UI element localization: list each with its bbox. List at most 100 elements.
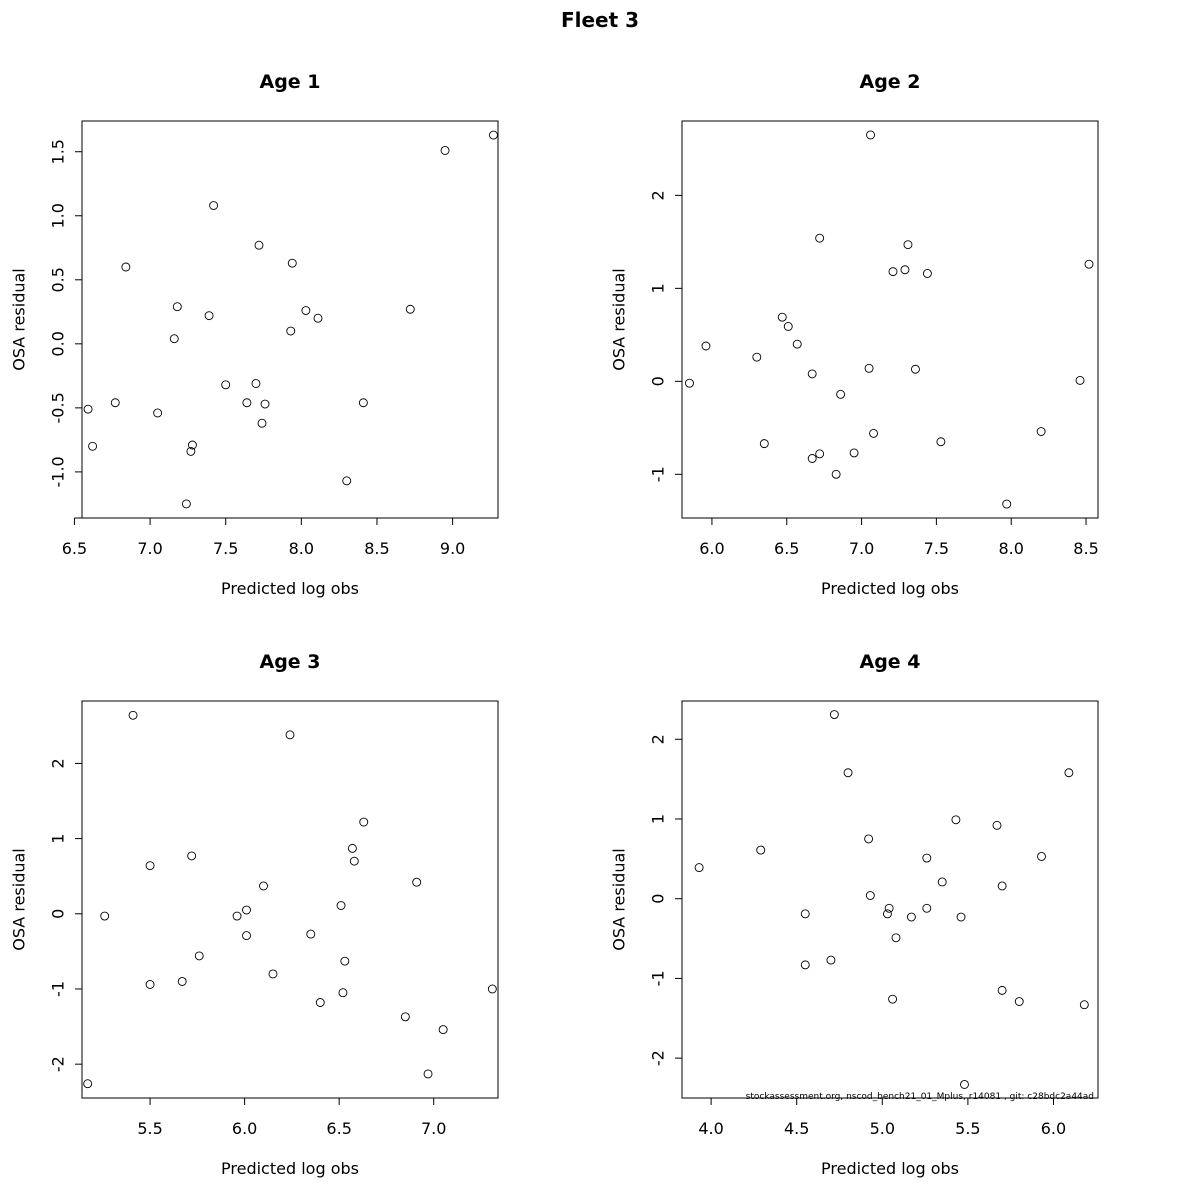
panel-3: Age 3 5.5 6.0 6.5 7.0 -2 -1 0 1 2 Predicted log ob… [10, 651, 499, 1178]
x-tick-label: 7.5 [924, 539, 949, 558]
data-point [866, 130, 875, 140]
data-point [906, 912, 916, 922]
data-point [242, 398, 252, 408]
x-tick-label: 6.5 [62, 539, 87, 558]
data-point [177, 977, 187, 986]
data-point [412, 877, 422, 887]
y-tick-label: 0.0 [49, 331, 68, 356]
data-point [194, 951, 204, 961]
y-tick-label: 0 [649, 376, 668, 386]
data-point [783, 322, 793, 331]
y-tick-label: -0.5 [49, 392, 68, 423]
data-point [315, 998, 325, 1007]
data-point [204, 311, 214, 321]
y-tick-label: -1 [649, 970, 668, 986]
x-tick-label: 8.5 [364, 539, 389, 558]
data-point [187, 851, 197, 861]
data-point [313, 313, 323, 323]
data-point [423, 1069, 433, 1079]
data-point [937, 877, 947, 887]
y-tick-label: 1.5 [49, 139, 68, 164]
data-point [340, 956, 350, 966]
data-point [831, 469, 841, 479]
data-point [701, 341, 711, 351]
data-point [359, 817, 369, 827]
data-point [888, 267, 898, 277]
data-point [910, 364, 920, 374]
data-point [489, 130, 498, 140]
data-point [792, 339, 802, 349]
x-tick-label: 7.0 [421, 1119, 446, 1138]
data-point [181, 499, 191, 509]
data-point [187, 440, 197, 450]
data-point [756, 845, 766, 855]
data-point [145, 980, 155, 989]
plot-frame [81, 700, 499, 1099]
data-point [1014, 997, 1024, 1006]
y-axis-label: OSA residual [610, 848, 629, 950]
data-point [864, 363, 874, 373]
data-point [997, 985, 1007, 995]
data-point [997, 881, 1007, 891]
data-point [405, 304, 415, 314]
y-tick-label: 1 [649, 283, 668, 293]
data-point [83, 1079, 93, 1089]
y-tick-label: 1 [49, 834, 68, 844]
data-point [1036, 427, 1046, 436]
x-tick-label: 6.5 [774, 539, 799, 558]
data-point [232, 911, 242, 921]
data-point [110, 398, 120, 408]
y-tick-label: 0 [49, 909, 68, 919]
data-point [100, 911, 110, 921]
y-tick-label: -1 [649, 466, 668, 482]
data-point [349, 856, 359, 866]
panels: Age 1 6.5 7.0 7.5 8.0 8.5 9.0 -1.0 -0.5 0.0 0.5 1.0… [10, 71, 1099, 1178]
data-point [260, 399, 270, 409]
x-tick-label: 6.5 [326, 1119, 351, 1138]
x-tick-label: 8.0 [998, 539, 1023, 558]
data-point [242, 905, 251, 915]
data-point [1002, 499, 1012, 509]
data-point [951, 815, 961, 825]
y-axis-label: OSA residual [610, 268, 629, 370]
data-point [903, 240, 913, 250]
data-point [807, 369, 817, 379]
x-tick-label: 8.5 [1073, 539, 1098, 558]
data-point [888, 994, 898, 1004]
data-point [169, 334, 179, 344]
data-point [956, 912, 966, 922]
data-point [400, 1012, 410, 1022]
x-tick-label: 7.0 [137, 539, 162, 558]
data-point [186, 446, 196, 456]
data-point [128, 710, 138, 720]
y-tick-label: 0.5 [49, 267, 68, 292]
data-point [306, 929, 316, 939]
data-point [1075, 375, 1085, 385]
x-tick-label: 6.0 [699, 539, 724, 558]
data-point [777, 312, 787, 322]
data-point [864, 834, 874, 844]
data-point [694, 863, 704, 873]
data-point [268, 969, 278, 979]
data-point [221, 380, 231, 390]
data-point [960, 1079, 969, 1089]
x-tick-label: 5.5 [137, 1119, 162, 1138]
y-tick-label: 2 [649, 734, 668, 744]
plot-frame [681, 700, 1099, 1099]
data-point [172, 302, 182, 312]
data-point [1037, 852, 1046, 861]
x-tick-label: 4.0 [698, 1119, 723, 1138]
y-axis-label: OSA residual [10, 268, 29, 370]
x-tick-label: 7.0 [849, 539, 874, 558]
data-point [849, 448, 859, 458]
x-tick-label: 9.0 [440, 539, 465, 558]
plot-frame [81, 120, 499, 519]
data-point [88, 441, 98, 451]
data-point [891, 933, 901, 943]
data-point [1079, 1000, 1089, 1010]
x-axis-label: Predicted log obs [821, 579, 959, 598]
data-point [251, 379, 261, 388]
data-point [487, 984, 497, 994]
data-point [153, 408, 163, 418]
